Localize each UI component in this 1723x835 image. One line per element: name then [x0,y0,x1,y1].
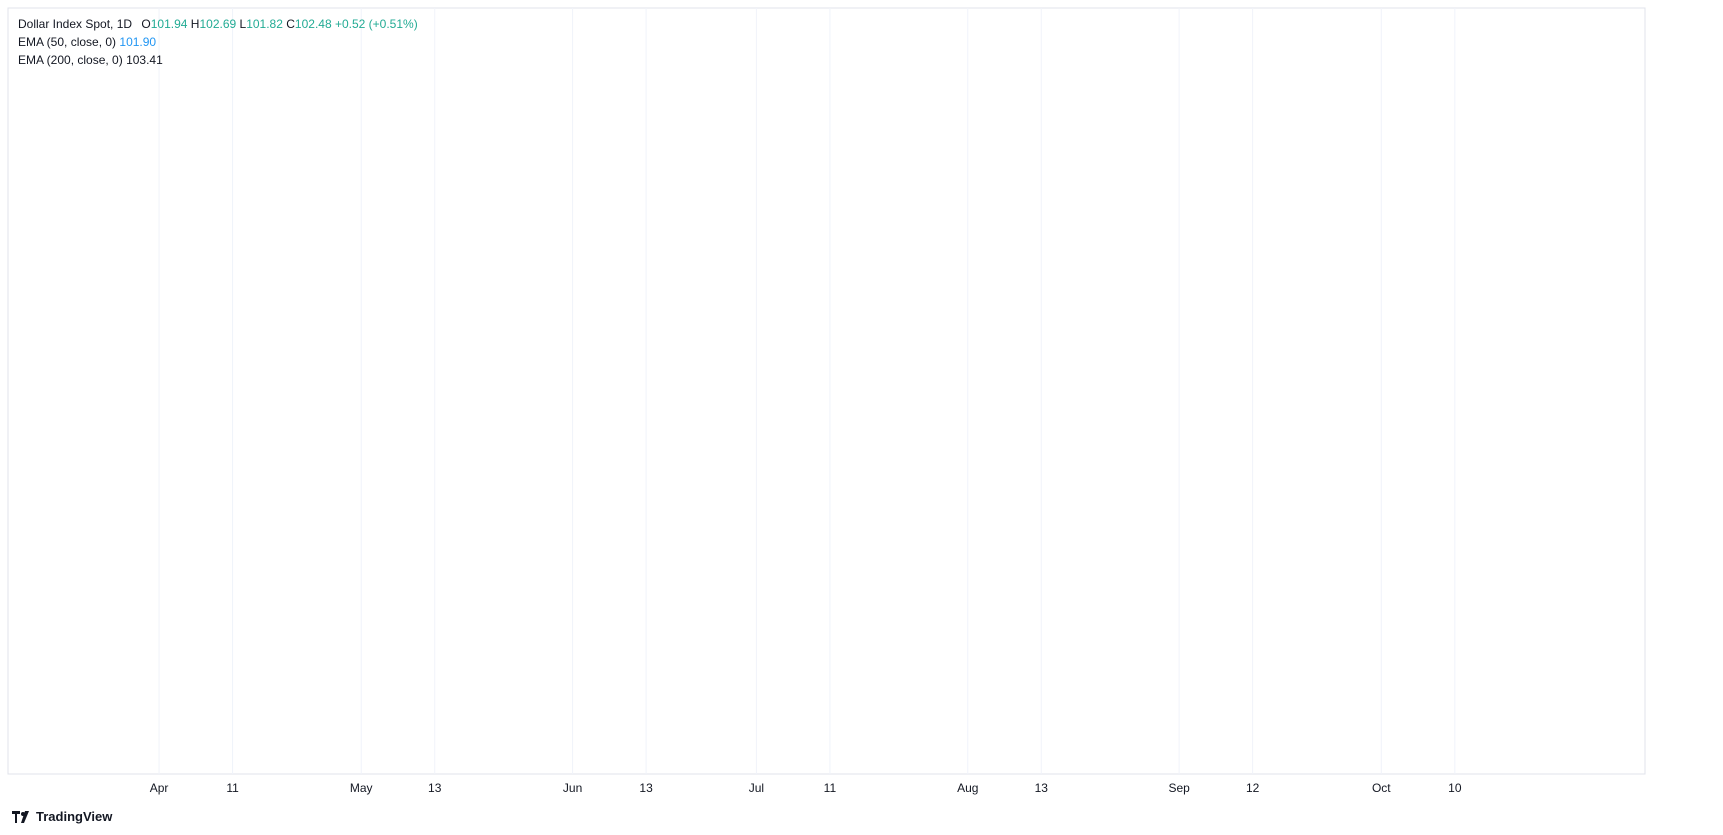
legend-ema50-row[interactable]: EMA (50, close, 0) 101.90 [18,33,418,51]
close-label: C [286,17,295,31]
time-tick-label: 13 [639,781,653,795]
plot-frame [7,7,1646,775]
time-tick-label: 13 [428,781,442,795]
time-tick-label: Oct [1372,781,1391,795]
high-label: H [190,17,200,31]
ema200-label: EMA (200, close, 0) [18,53,123,67]
time-tick-label: Sep [1168,781,1190,795]
time-tick-label: Aug [957,781,978,795]
legend-symbol-row[interactable]: Dollar Index Spot, 1D O101.94 H102.69 L1… [18,15,418,33]
time-tick-label: 11 [824,781,837,795]
ema50-value: 101.90 [119,35,157,49]
chart-legend: Dollar Index Spot, 1D O101.94 H102.69 L1… [18,15,418,69]
close-value: 102.48 [294,17,332,31]
tradingview-logo-text: TradingView [36,809,113,824]
time-tick-label: Jul [749,781,764,795]
time-tick-label: 12 [1246,781,1260,795]
open-value: 101.94 [150,17,188,31]
low-value: 101.82 [246,17,283,31]
ema50-label: EMA (50, close, 0) [18,35,117,49]
time-axis[interactable]: Apr 11 May 13 Jun 13 Jul 11 Aug 13 Sep 12 Oct 10 [150,781,1462,795]
time-tick-label: Apr [150,781,169,795]
time-tick-label: Jun [563,781,582,795]
time-tick-label: 13 [1035,781,1049,795]
legend-ema200-row[interactable]: EMA (200, close, 0) 103.41 [18,51,418,69]
time-tick-label: 11 [226,781,239,795]
open-label: O [141,17,151,31]
symbol-title[interactable]: Dollar Index Spot, 1D [18,17,133,31]
change-value: +0.52 (+0.51%) [334,17,418,31]
ema200-value: 103.41 [126,53,163,67]
high-value: 102.69 [199,17,237,31]
low-label: L [239,17,247,31]
time-tick-label: May [350,781,373,795]
tradingview-logo-icon [12,810,29,823]
time-tick-label: 10 [1448,781,1462,795]
chart-grid [7,7,1646,775]
tradingview-logo[interactable]: TradingView [12,809,112,824]
